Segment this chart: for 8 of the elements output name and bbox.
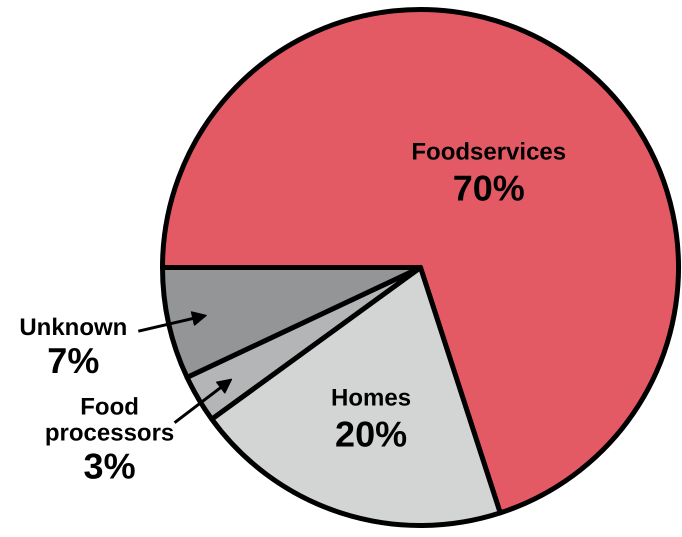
slice-label: Food processors <box>44 394 174 447</box>
data-label: 70% <box>452 168 525 209</box>
data-label: 20% <box>335 414 408 455</box>
data-label: 3% <box>84 446 136 487</box>
slice-label: Homes <box>331 384 412 412</box>
slice-label: Foodservices <box>411 138 566 166</box>
slice-label: Unknown <box>19 314 128 342</box>
data-label: 7% <box>47 340 100 382</box>
